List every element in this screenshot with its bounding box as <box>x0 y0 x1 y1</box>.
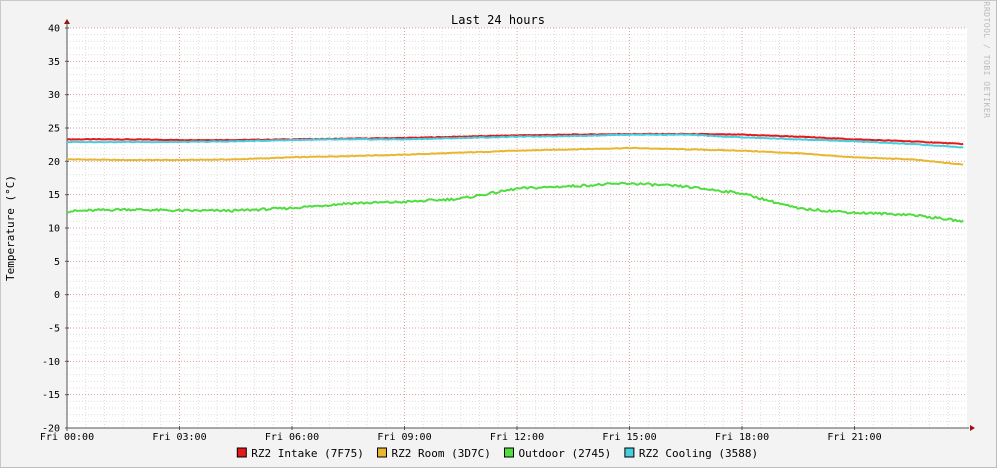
y-tick-label: -10 <box>42 357 60 368</box>
x-axis-arrow <box>970 425 975 431</box>
chart-legend: RZ2 Intake (7F75) RZ2 Room (3D7C) Outdoor … <box>236 447 758 460</box>
y-axis-label: Temperature (°C) <box>4 175 17 281</box>
x-tick-label: Fri 09:00 <box>377 432 431 443</box>
x-axis-ticks: Fri 00:00 Fri 03:00 Fri 06:00 Fri 09:00 Fri … <box>40 432 882 443</box>
y-tick-label: 40 <box>48 24 60 35</box>
y-tick-label: 30 <box>48 90 60 101</box>
legend-swatch-3 <box>504 447 514 458</box>
legend-swatch-2 <box>377 447 387 458</box>
chart-title: Last 24 hours <box>451 13 545 27</box>
chart-grid <box>66 27 967 429</box>
legend-label-3: Outdoor (2745) <box>519 447 612 460</box>
y-tick-label: 25 <box>48 124 60 135</box>
y-axis-ticks: 40 35 30 25 20 15 10 5 0 -5 -10 -15 -20 <box>42 24 60 435</box>
x-tick-label: Fri 21:00 <box>827 432 881 443</box>
y-tick-label: -5 <box>48 324 60 335</box>
series-line-4 <box>66 133 964 149</box>
series-line-1 <box>66 132 964 146</box>
watermark-text: RRDTOOL / TOBI OETIKER <box>982 2 991 119</box>
legend-swatch-1 <box>236 447 247 458</box>
y-tick-label: 35 <box>48 57 60 68</box>
legend-label-2: RZ2 Room (3D7C) <box>392 447 491 460</box>
series-line-3 <box>66 181 964 223</box>
y-tick-label: 5 <box>54 257 60 268</box>
x-tick-label: Fri 15:00 <box>602 432 656 443</box>
y-tick-label: 0 <box>54 290 60 301</box>
y-tick-label: 20 <box>48 157 60 168</box>
series-line-2 <box>66 146 964 166</box>
y-tick-label: -20 <box>42 424 60 435</box>
x-tick-label: Fri 18:00 <box>715 432 769 443</box>
chart-series <box>66 132 964 223</box>
legend-label-4: RZ2 Cooling (3588) <box>639 447 758 460</box>
x-tick-label: Fri 12:00 <box>490 432 544 443</box>
x-tick-label: Fri 03:00 <box>152 432 206 443</box>
y-axis-arrow <box>64 19 70 24</box>
y-tick-label: -15 <box>42 390 60 401</box>
x-tick-label: Fri 06:00 <box>265 432 319 443</box>
legend-swatch-4 <box>624 447 635 458</box>
chart-axes <box>64 19 975 431</box>
y-tick-label: 15 <box>48 190 60 201</box>
legend-label-1: RZ2 Intake (7F75) <box>251 447 364 460</box>
x-tick-label: Fri 00:00 <box>40 432 94 443</box>
y-tick-label: 10 <box>48 224 60 235</box>
